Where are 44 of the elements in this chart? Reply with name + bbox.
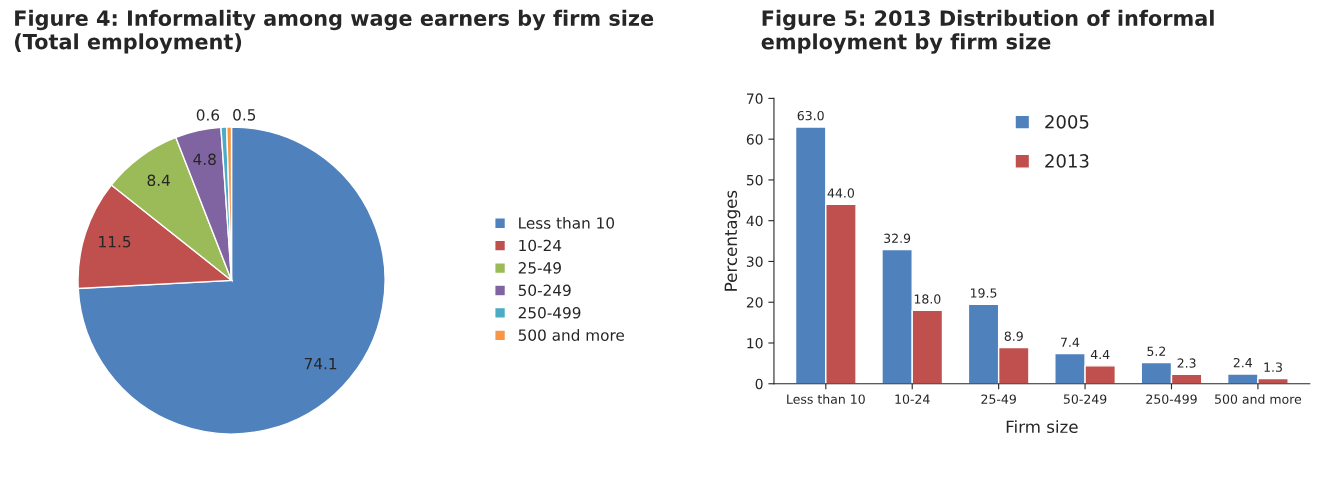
x-tick-label: Less than 10 xyxy=(787,394,865,404)
data-label: 1.3 xyxy=(1264,362,1282,372)
data-label: 4.4 xyxy=(1090,349,1110,360)
x-tick-label: 250-499 xyxy=(1146,394,1197,404)
data-label: 4.8 xyxy=(193,153,216,166)
data-label: 44.0 xyxy=(827,188,855,198)
legend-label: 25-49 xyxy=(518,262,561,274)
data-label: 0.5 xyxy=(233,109,256,121)
data-label: 2.4 xyxy=(1233,357,1253,368)
y-tick-label: 60 xyxy=(746,134,763,145)
data-label: 8.9 xyxy=(1004,331,1023,341)
data-label: 32.9 xyxy=(884,233,911,244)
y-tick-label: 10 xyxy=(747,337,763,349)
y-tick-label: 30 xyxy=(746,256,763,267)
y-tick-label: 40 xyxy=(746,215,763,227)
x-axis-title: Firm size xyxy=(1006,420,1078,434)
y-axis-title: Percentages xyxy=(724,190,741,291)
legend-label: 2005 xyxy=(1045,114,1089,129)
y-tick-label: 20 xyxy=(746,297,763,308)
data-label: 11.5 xyxy=(99,236,131,248)
chart-title: Figure 5: 2013 Distribution of informal employment by firm size xyxy=(761,9,1214,54)
x-tick-label: 500 and more xyxy=(1215,394,1302,404)
y-tick-label: 0 xyxy=(755,378,763,390)
legend-label: 10-24 xyxy=(519,239,562,252)
data-label: 7.4 xyxy=(1061,337,1080,347)
legend-label: 2013 xyxy=(1045,154,1089,168)
data-label: 2.3 xyxy=(1177,358,1196,368)
x-tick-label: 10-24 xyxy=(895,394,930,404)
data-label: 63.0 xyxy=(797,110,824,121)
y-tick-label: 70 xyxy=(747,93,763,104)
legend-label: 500 and more xyxy=(518,329,625,341)
data-label: 74.1 xyxy=(304,358,337,370)
data-label: 18.0 xyxy=(914,294,941,304)
chart-title: Figure 4: Informality among wage earners by firm size (Total employment) xyxy=(15,9,654,54)
legend-label: 50-249 xyxy=(518,284,571,297)
legend-label: 250-499 xyxy=(518,306,581,319)
y-tick-label: 50 xyxy=(746,174,763,186)
x-tick-label: 50-249 xyxy=(1063,394,1107,404)
x-tick-label: 25-49 xyxy=(981,394,1016,404)
data-label: 19.5 xyxy=(970,288,997,298)
data-label: 8.4 xyxy=(147,174,170,187)
legend-label: Less than 10 xyxy=(519,216,615,229)
data-label: 0.6 xyxy=(196,109,220,121)
data-label: 5.2 xyxy=(1147,346,1166,356)
